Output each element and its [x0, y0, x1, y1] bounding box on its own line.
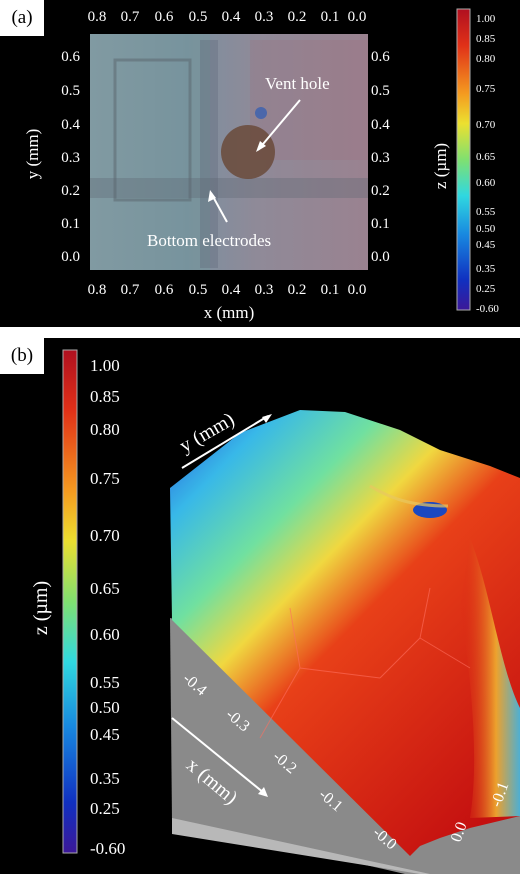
vent-arrow-line: [257, 99, 301, 151]
y-tick-b: 0.0: [448, 820, 471, 845]
y-tick-left: 0.0: [61, 249, 80, 265]
panel-a-label: (a): [0, 0, 44, 36]
colorbar-tick: 0.85: [476, 33, 496, 45]
colorbar-tick: 0.55: [476, 206, 496, 218]
x-tick-labels-bottom: 0.8 0.7 0.6 0.5 0.4 0.3 0.2 0.1 0.0: [88, 282, 367, 298]
colorbar-tick: 0.80: [90, 420, 120, 439]
colorbar-b-ticks: 1.00 0.85 0.80 0.75 0.70 0.65 0.60 0.55 …: [90, 356, 125, 858]
panel-b: 1.00 0.85 0.80 0.75 0.70 0.65 0.60 0.55 …: [0, 338, 520, 874]
x-tick-bottom: 0.5: [189, 282, 208, 298]
colorbar-tick: 0.25: [476, 283, 496, 295]
colorbar-tick: 1.00: [90, 356, 120, 375]
colorbar-tick: 0.70: [90, 526, 120, 545]
colorbar-tick: 0.50: [476, 223, 496, 235]
surface-3d: [170, 410, 520, 856]
panel-b-svg: 1.00 0.85 0.80 0.75 0.70 0.65 0.60 0.55 …: [30, 349, 520, 874]
y-tick-right: 0.3: [371, 150, 390, 166]
y-tick-left: 0.2: [61, 183, 80, 199]
colorbar-tick: 0.45: [476, 239, 496, 251]
colorbar-a-ticks: 1.00 0.85 0.80 0.75 0.70 0.65 0.60 0.55 …: [476, 13, 499, 315]
x-tick-top: 0.1: [321, 9, 340, 25]
colorbar-tick: 0.75: [90, 469, 120, 488]
colorbar-tick: -0.60: [476, 303, 499, 315]
colorbar-tick: 1.00: [476, 13, 496, 25]
colorbar-tick: 0.45: [90, 725, 120, 744]
y-axis-arrow: [181, 415, 269, 469]
y-tick-right: 0.4: [371, 117, 390, 133]
vent-hole-marker: [221, 125, 275, 179]
y-tick-labels-left: 0.6 0.5 0.4 0.3 0.2 0.1 0.0: [61, 49, 80, 265]
x-tick-top: 0.0: [348, 9, 367, 25]
colorbar-tick: 0.25: [90, 799, 120, 818]
x-tick-top: 0.4: [222, 9, 241, 25]
y-tick-right: 0.0: [371, 249, 390, 265]
x-axis-label: x (mm): [204, 303, 255, 322]
annotation-vent-hole: Vent hole: [265, 74, 330, 93]
y-axis-label: y (mm): [23, 129, 42, 180]
y-tick-right: 0.2: [371, 183, 390, 199]
x-tick-bottom: 0.3: [255, 282, 274, 298]
colorbar-tick: 0.35: [90, 769, 120, 788]
y-tick-left: 0.3: [61, 150, 80, 166]
panel-a-svg: Vent hole Bottom electrodes 0.8 0.7 0.6 …: [23, 8, 499, 322]
x-tick-top: 0.2: [288, 9, 307, 25]
y-tick-left: 0.4: [61, 117, 80, 133]
y-tick-right: 0.6: [371, 49, 390, 65]
y-tick-left: 0.1: [61, 216, 80, 232]
colorbar-tick: 0.35: [476, 263, 496, 275]
x-tick-bottom: 0.7: [121, 282, 140, 298]
x-tick-bottom: 0.1: [321, 282, 340, 298]
colorbar-tick: 0.75: [476, 83, 496, 95]
annotation-bottom-electrodes: Bottom electrodes: [147, 231, 271, 250]
panel-a: Vent hole Bottom electrodes 0.8 0.7 0.6 …: [0, 0, 520, 327]
x-tick-top: 0.7: [121, 9, 140, 25]
x-tick-bottom: 0.4: [222, 282, 241, 298]
x-tick-bottom: 0.0: [348, 282, 367, 298]
x-tick-top: 0.3: [255, 9, 274, 25]
colorbar-tick: 0.60: [90, 625, 120, 644]
colorbar-tick: 0.60: [476, 177, 496, 189]
colorbar-tick: -0.60: [90, 839, 125, 858]
colorbar-tick: 0.65: [90, 579, 120, 598]
y-tick-left: 0.5: [61, 83, 80, 99]
colorbar-b: [62, 349, 78, 854]
y-tick-left: 0.6: [61, 49, 80, 65]
x-tick-top: 0.6: [155, 9, 174, 25]
colorbar-tick: 0.55: [90, 673, 120, 692]
y-tick-right: 0.1: [371, 216, 390, 232]
x-tick-bottom: 0.6: [155, 282, 174, 298]
colorbar-tick: 0.65: [476, 151, 496, 163]
colorbar-tick: 0.85: [90, 387, 120, 406]
electrode-arrow-head: [208, 190, 216, 202]
x-tick-bottom: 0.8: [88, 282, 107, 298]
colorbar-tick: 0.50: [90, 698, 120, 717]
y-tick-right: 0.5: [371, 83, 390, 99]
y-tick-labels-right: 0.6 0.5 0.4 0.3 0.2 0.1 0.0: [371, 49, 390, 265]
panel-b-label: (b): [0, 338, 44, 374]
x-tick-top: 0.5: [189, 9, 208, 25]
colorbar-tick: 0.70: [476, 119, 496, 131]
colorbar-a: [456, 8, 471, 311]
x-tick-labels-top: 0.8 0.7 0.6 0.5 0.4 0.3 0.2 0.1 0.0: [88, 9, 367, 25]
x-tick-top: 0.8: [88, 9, 107, 25]
grain-lines: [259, 587, 471, 739]
x-axis-arrow: [171, 717, 265, 794]
z-axis-label: z (µm): [431, 143, 450, 189]
z-axis-label-b: z (µm): [30, 581, 52, 635]
colorbar-tick: 0.80: [476, 53, 496, 65]
vent-arrow-head: [256, 141, 266, 152]
x-tick-bottom: 0.2: [288, 282, 307, 298]
